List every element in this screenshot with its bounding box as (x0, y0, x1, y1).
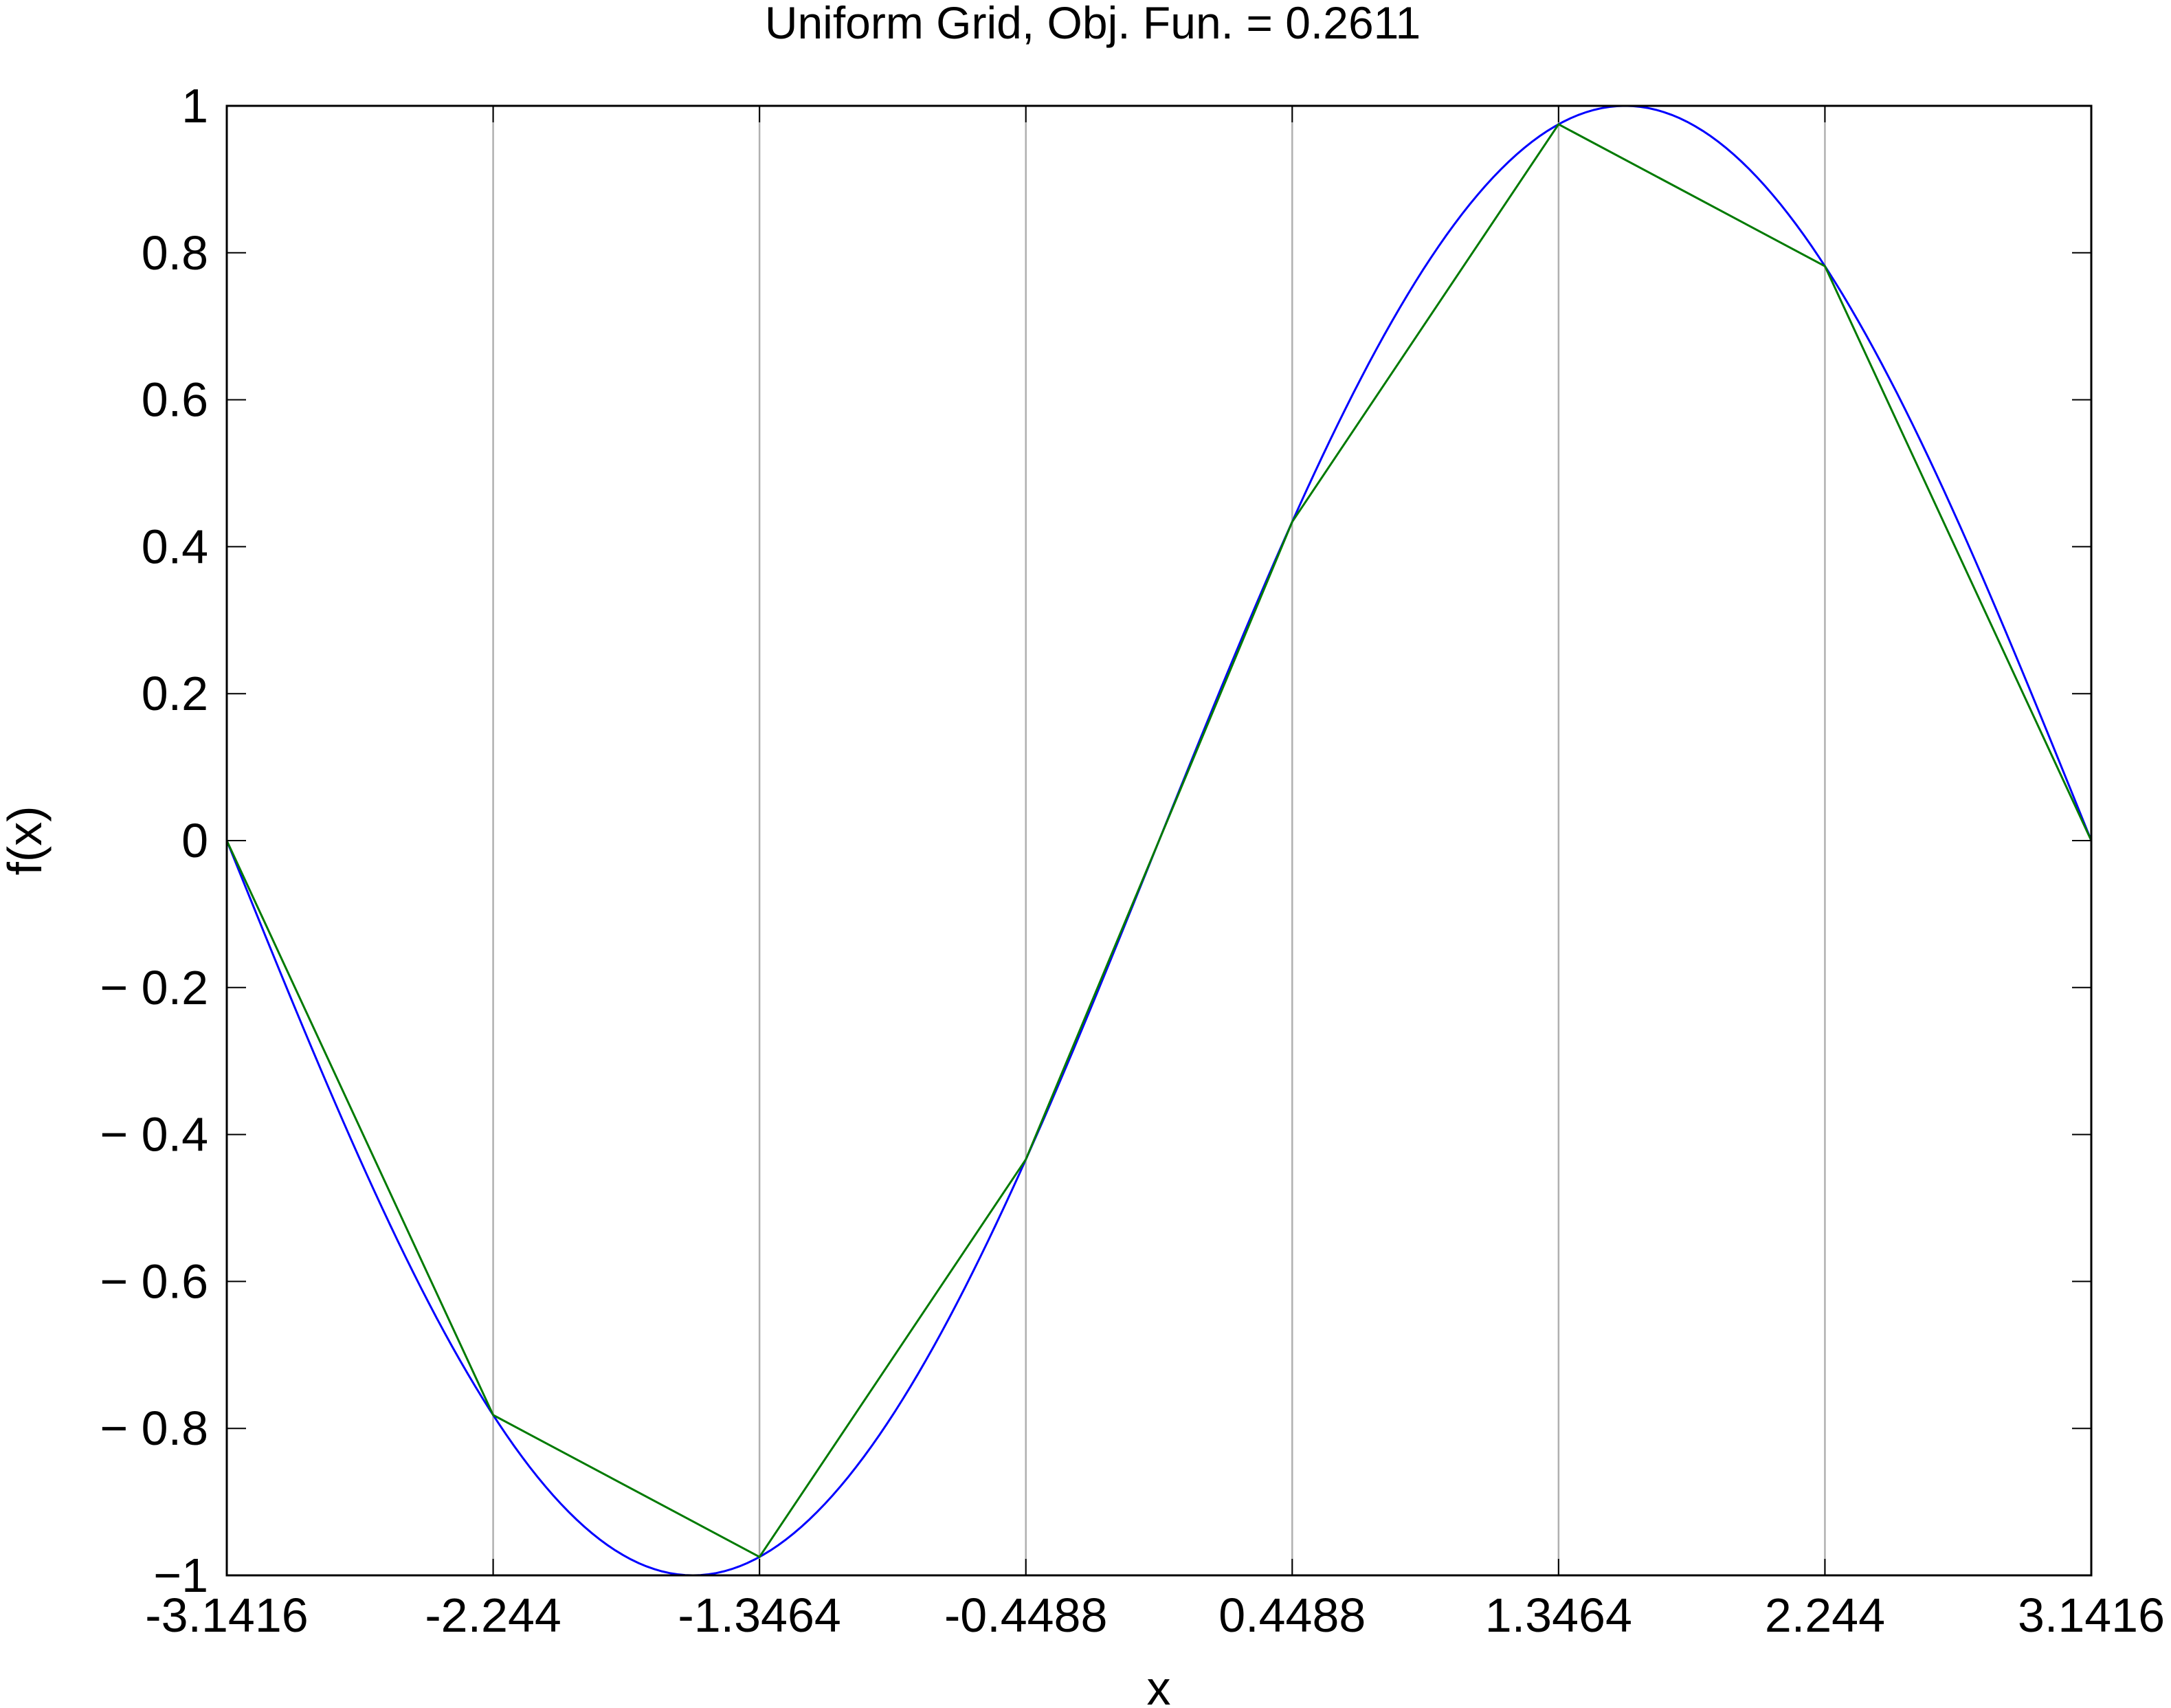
series-group (225, 104, 2093, 1577)
y-tick-labels: 1 0.8 0.6 0.4 0.2 0 − 0.2 − 0.4 − 0.6 − 0.8 −1 (100, 79, 208, 1602)
x-tick-labels: -3.1416 -2.244 -1.3464 -0.4488 0.4488 1.3464 2… (145, 1588, 2165, 1642)
y-tick-label: − 0.8 (100, 1401, 208, 1455)
y-tick-label: 1 (181, 79, 208, 133)
y-tick-label: − 0.4 (100, 1108, 208, 1162)
x-axis-title: x (1147, 1661, 1171, 1708)
y-tick-label: 0.8 (142, 226, 208, 280)
y-tick-label: 0.6 (142, 373, 208, 427)
grid-lines (492, 106, 1826, 1575)
tick-marks (226, 105, 2092, 1576)
y-tick-label: 0 (181, 814, 208, 867)
y-axis-title: f(x) (0, 806, 52, 875)
y-tick-label: − 0.2 (100, 961, 208, 1014)
series-line-piecewise (225, 122, 2093, 1559)
x-tick-label: 1.3464 (1485, 1588, 1632, 1642)
x-tick-label: -3.1416 (145, 1588, 308, 1642)
chart-title: Uniform Grid, Obj. Fun. = 0.2611 (765, 0, 1421, 48)
y-tick-label: 0.2 (142, 667, 208, 720)
x-tick-label: 2.244 (1765, 1588, 1885, 1642)
x-tick-label: -1.3464 (678, 1588, 840, 1642)
x-tick-label: -0.4488 (944, 1588, 1107, 1642)
y-tick-label: −1 (153, 1549, 208, 1602)
y-tick-label: − 0.6 (100, 1254, 208, 1308)
x-tick-label: 0.4488 (1218, 1588, 1366, 1642)
x-tick-label: 3.1416 (2018, 1588, 2165, 1642)
y-tick-label: 0.4 (142, 520, 208, 573)
x-tick-label: -2.244 (425, 1588, 561, 1642)
